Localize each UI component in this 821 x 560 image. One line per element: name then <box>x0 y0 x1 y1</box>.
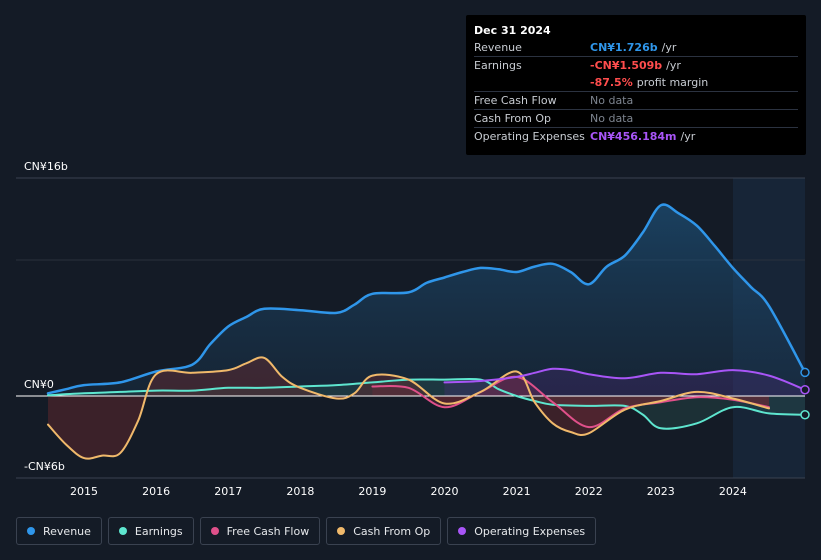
area-fcf <box>372 376 769 428</box>
tooltip-label <box>474 74 590 91</box>
legend-item-earnings[interactable]: Earnings <box>107 517 194 545</box>
tooltip-label: Operating Expenses <box>474 130 585 143</box>
series-line-earnings <box>47 377 806 430</box>
financial-chart: CN¥16b CN¥0 -CN¥6b 2015 2016 2017 2018 2019 2… <box>16 160 810 498</box>
x-tick-label: 2015 <box>70 485 98 498</box>
x-tick-label: 2022 <box>575 485 603 498</box>
x-tick-label: 2018 <box>286 485 314 498</box>
tooltip-row-profit-margin: -87.5% profit margin <box>474 74 798 91</box>
series-line-cfo <box>47 356 770 460</box>
legend-dot-cash-from-op <box>337 527 346 535</box>
legend-label: Cash From Op <box>353 524 431 538</box>
legend-dot-earnings <box>118 527 127 535</box>
tooltip-value: No data <box>590 112 634 125</box>
tooltip-value: -CN¥1.509b <box>590 59 663 72</box>
legend-label: Free Cash Flow <box>226 524 310 538</box>
tooltip-panel: Dec 31 2024 Revenue CN¥1.726b /yr Earnin… <box>466 15 806 155</box>
legend-item-cash-from-op[interactable]: Cash From Op <box>326 517 442 545</box>
tooltip-unit: /yr <box>680 130 696 143</box>
y-tick-label-top: CN¥16b <box>24 160 68 173</box>
y-tick-label-zero: CN¥0 <box>24 378 54 391</box>
tooltip-row-revenue: Revenue CN¥1.726b /yr <box>474 39 798 56</box>
area-revenue <box>48 204 805 396</box>
x-tick-label: 2021 <box>503 485 531 498</box>
tooltip-unit: /yr <box>661 41 677 54</box>
legend-dot-operating-expenses <box>458 527 467 535</box>
tooltip-value: CN¥1.726b <box>590 41 658 54</box>
series-line-fcf <box>371 375 770 429</box>
x-tick-label: 2019 <box>358 485 386 498</box>
tooltip-label: Cash From Op <box>474 112 552 125</box>
tooltip-label: Earnings <box>474 59 522 72</box>
endpoint-earnings <box>800 410 810 420</box>
legend-label: Revenue <box>43 524 91 538</box>
x-tick-label: 2023 <box>647 485 675 498</box>
endpoint-opex <box>800 384 810 395</box>
tooltip-unit: profit margin <box>636 76 709 89</box>
legend-item-free-cash-flow[interactable]: Free Cash Flow <box>199 517 321 545</box>
x-tick-label: 2020 <box>431 485 459 498</box>
legend-label: Earnings <box>134 524 183 538</box>
legend-label: Operating Expenses <box>474 524 586 538</box>
tooltip-label: Revenue <box>474 41 522 54</box>
legend-dot-free-cash-flow <box>210 527 219 535</box>
tooltip-value: -87.5% <box>590 76 633 89</box>
legend-item-revenue[interactable]: Revenue <box>16 517 102 545</box>
area-cfo <box>48 357 769 459</box>
y-tick-label-bottom: -CN¥6b <box>24 460 65 473</box>
tooltip-label: Free Cash Flow <box>474 94 557 107</box>
tooltip-row-cfo: Cash From Op No data <box>474 109 798 127</box>
tooltip-value: No data <box>590 94 634 107</box>
area-opex <box>444 368 805 396</box>
area-earnings <box>48 378 805 429</box>
x-tick-label: 2017 <box>214 485 242 498</box>
endpoint-revenue <box>800 367 810 378</box>
series-line-opex <box>443 367 806 391</box>
x-tick-label: 2024 <box>719 485 747 498</box>
legend-item-operating-expenses[interactable]: Operating Expenses <box>447 517 597 545</box>
series-line-revenue <box>46 203 807 395</box>
legend: Revenue Earnings Free Cash Flow Cash Fro… <box>16 517 597 545</box>
tooltip-date: Dec 31 2024 <box>474 24 551 37</box>
x-tick-label: 2016 <box>142 485 170 498</box>
tooltip-row-fcf: Free Cash Flow No data <box>474 91 798 109</box>
tooltip-row-earnings: Earnings -CN¥1.509b /yr <box>474 56 798 74</box>
legend-dot-revenue <box>27 527 35 535</box>
tooltip-row-opex: Operating Expenses CN¥456.184m /yr <box>474 127 798 145</box>
tooltip-unit: /yr <box>666 59 681 72</box>
tooltip-value: CN¥456.184m <box>590 130 677 143</box>
